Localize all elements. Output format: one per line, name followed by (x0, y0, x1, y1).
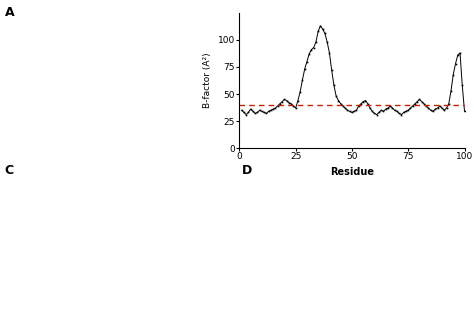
Y-axis label: B-factor (A²): B-factor (A²) (203, 53, 212, 108)
Text: D: D (242, 164, 252, 177)
X-axis label: Residue: Residue (330, 167, 374, 177)
Text: A: A (5, 6, 14, 19)
Text: C: C (5, 164, 14, 177)
